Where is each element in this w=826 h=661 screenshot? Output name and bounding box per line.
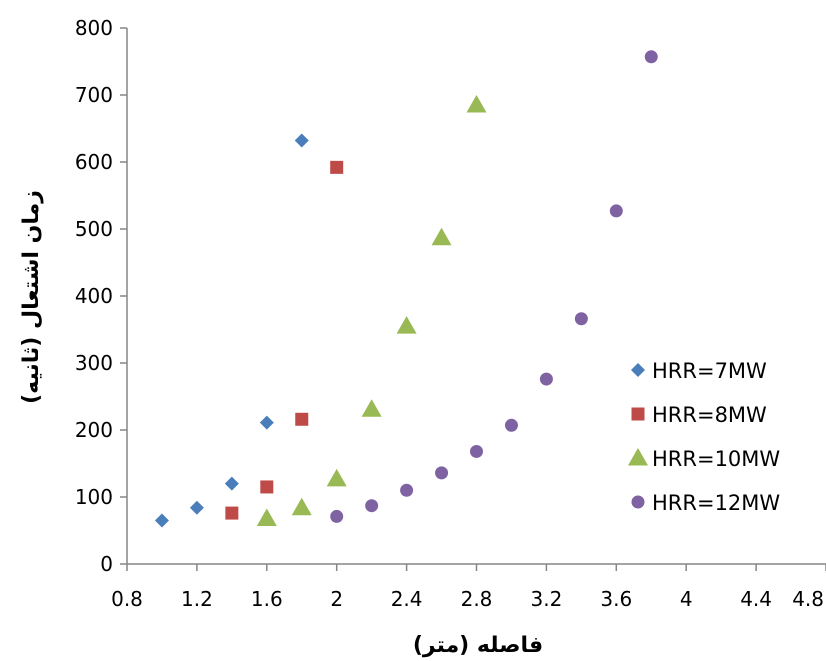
series-HRR=8MW — [225, 160, 344, 520]
x-tick-label: 1.6 — [251, 587, 283, 611]
legend-label: HRR=10MW — [652, 447, 780, 471]
data-point — [609, 204, 623, 218]
x-tick-label: 4 — [680, 587, 693, 611]
data-points — [154, 50, 658, 528]
x-tick-label: 2.4 — [391, 587, 423, 611]
data-point — [225, 506, 239, 520]
data-point — [539, 372, 553, 386]
legend-item: HRR=8MW — [631, 403, 767, 427]
data-point — [365, 499, 379, 513]
legend-label: HRR=8MW — [652, 403, 767, 427]
data-point — [466, 95, 487, 113]
y-tick-label: 200 — [75, 418, 113, 442]
x-tick-label: 3.6 — [600, 587, 632, 611]
data-point — [259, 415, 274, 430]
x-tick-label: 1.2 — [181, 587, 213, 611]
data-point — [330, 160, 344, 174]
x-tick-label: 2.8 — [461, 587, 493, 611]
x-tick-labels: 0.8 1.2 1.6 2 2.4 2.8 3.2 3.6 4 4.4 4.8 — [111, 587, 824, 611]
legend-marker — [631, 363, 645, 377]
data-point — [504, 418, 518, 432]
x-tick-label: 0.8 — [111, 587, 143, 611]
x-tick-label: 2 — [330, 587, 343, 611]
data-point — [154, 513, 169, 528]
data-point — [435, 466, 449, 480]
y-tick-label: 400 — [75, 284, 113, 308]
data-point — [291, 497, 312, 516]
data-point — [330, 509, 344, 523]
series-HRR=7MW — [154, 133, 309, 528]
y-tick-label: 100 — [75, 485, 113, 509]
y-tick-labels: 0 100 200 300 400 500 600 700 800 — [75, 16, 113, 576]
y-axis-label: زمان اشتعال (ثانیه) — [19, 190, 44, 404]
data-point — [260, 480, 274, 494]
series-HRR=10MW — [256, 95, 487, 526]
legend-item: HRR=12MW — [631, 491, 780, 515]
y-tick-label: 300 — [75, 351, 113, 375]
legend-label: HRR=12MW — [652, 491, 780, 515]
data-point — [256, 508, 277, 526]
axes — [120, 27, 826, 571]
data-point — [295, 412, 309, 426]
legend-label: HRR=7MW — [652, 359, 767, 383]
legend-marker — [628, 448, 648, 466]
y-tick-label: 600 — [75, 150, 113, 174]
data-point — [431, 227, 452, 246]
data-point — [294, 133, 309, 148]
x-tick-label: 4.8 — [792, 587, 824, 611]
data-point — [574, 312, 588, 326]
data-point — [470, 444, 483, 458]
data-point — [189, 500, 204, 515]
data-point — [361, 399, 382, 417]
y-tick-label: 500 — [75, 217, 113, 241]
x-tick-label: 3.2 — [530, 587, 562, 611]
x-axis-label: فاصله (متر) — [413, 633, 543, 658]
y-tick-label: 800 — [75, 16, 113, 40]
data-point — [224, 476, 239, 491]
data-point — [644, 50, 658, 64]
y-tick-label: 0 — [100, 552, 113, 576]
series-HRR=12MW — [330, 50, 658, 523]
legend-marker — [631, 495, 645, 509]
legend-marker — [631, 407, 645, 421]
data-point — [396, 316, 417, 334]
legend: HRR=7MW HRR=8MW HRR=10MW HRR=12MW — [628, 359, 780, 515]
legend-item: HRR=7MW — [631, 359, 767, 383]
x-tick-label: 4.4 — [740, 587, 772, 611]
data-point — [326, 468, 347, 487]
y-tick-label: 700 — [75, 83, 113, 107]
legend-item: HRR=10MW — [628, 447, 780, 471]
data-point — [400, 483, 414, 497]
